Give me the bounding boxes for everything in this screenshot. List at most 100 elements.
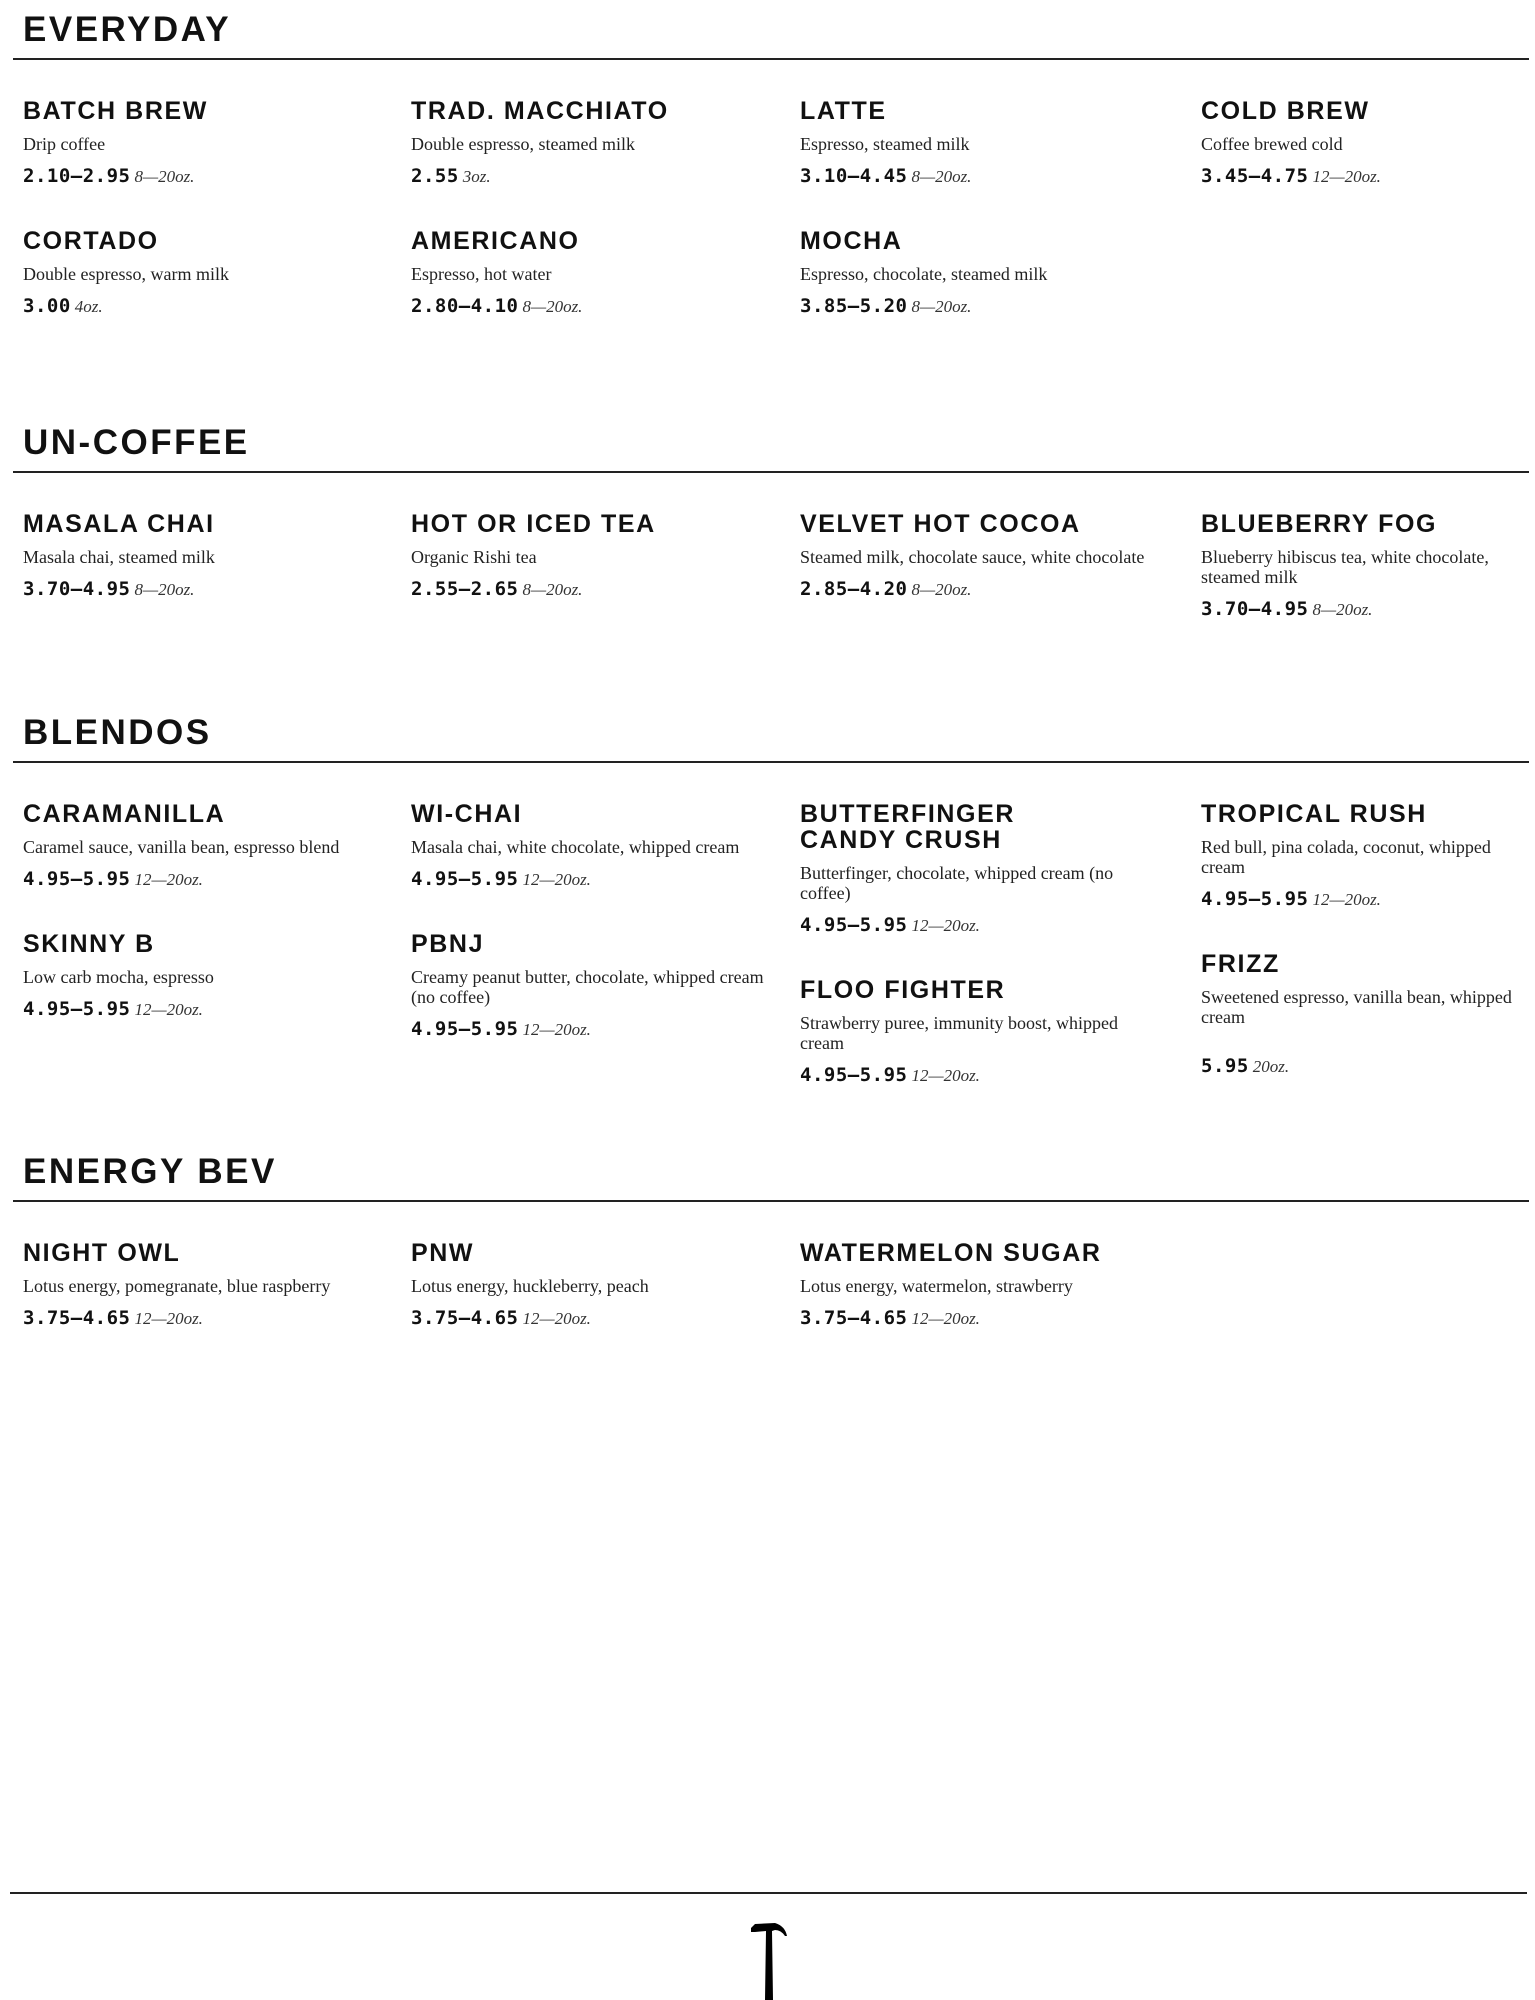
menu-item: AMERICANO Espresso, hot water 2.80–4.10 8—2… xyxy=(411,228,771,318)
menu-item: FLOO FIGHTER Strawberry puree, immunity b… xyxy=(800,977,1160,1087)
section-divider xyxy=(13,471,1529,473)
menu-column: TRAD. MACCHIATO Double espresso, steamed … xyxy=(411,98,771,358)
item-description: Espresso, hot water xyxy=(411,264,552,284)
item-price: 4.95–5.95 xyxy=(800,914,908,936)
section-title: EVERYDAY xyxy=(23,10,232,49)
item-name: PBNJ xyxy=(411,930,485,958)
menu-item: BLUEBERRY FOG Blueberry hibiscus tea, whi… xyxy=(1201,511,1521,621)
item-size: 12—20oz. xyxy=(522,1020,591,1039)
item-name: BATCH BREW xyxy=(23,97,208,125)
section-divider xyxy=(13,58,1529,60)
menu-column: COLD BREW Coffee brewed cold 3.45–4.75 12—2… xyxy=(1201,98,1521,228)
item-price: 3.75–4.65 xyxy=(411,1307,519,1329)
item-size: 8—20oz. xyxy=(911,297,972,316)
item-name: LATTE xyxy=(800,97,887,125)
item-price-row: 2.85–4.20 8—20oz. xyxy=(800,578,1160,601)
item-price-row: 4.95–5.95 12—20oz. xyxy=(800,914,1160,937)
item-name: VELVET HOT COCOA xyxy=(800,510,1081,538)
menu-item: WATERMELON SUGAR Lotus energy, watermelon… xyxy=(800,1240,1160,1330)
item-price: 4.95–5.95 xyxy=(411,1018,519,1040)
menu-item: NIGHT OWL Lotus energy, pomegranate, blue… xyxy=(23,1240,383,1330)
item-name: AMERICANO xyxy=(411,227,580,255)
menu-item: TROPICAL RUSH Red bull, pina colada, coco… xyxy=(1201,801,1521,911)
item-price-row: 5.95 20oz. xyxy=(1201,1055,1521,1078)
menu-column: MASALA CHAI Masala chai, steamed milk 3.70… xyxy=(23,511,383,641)
item-name: CARAMANILLA xyxy=(23,800,226,828)
menu-item: SKINNY B Low carb mocha, espresso 4.95–5.9… xyxy=(23,931,383,1021)
section-title: ENERGY BEV xyxy=(23,1152,277,1191)
item-size: 12—20oz. xyxy=(134,1309,203,1328)
item-price-row: 3.70–4.95 8—20oz. xyxy=(23,578,383,601)
item-price-row: 3.75–4.65 12—20oz. xyxy=(411,1307,771,1330)
item-price-row: 4.95–5.95 12—20oz. xyxy=(23,868,383,891)
item-size: 12—20oz. xyxy=(1312,167,1381,186)
item-price-row: 3.70–4.95 8—20oz. xyxy=(1201,598,1521,621)
item-price-row: 3.75–4.65 12—20oz. xyxy=(800,1307,1160,1330)
menu-item: MASALA CHAI Masala chai, steamed milk 3.70… xyxy=(23,511,383,601)
item-price-row: 3.85–5.20 8—20oz. xyxy=(800,295,1160,318)
item-name: TROPICAL RUSH xyxy=(1201,800,1427,828)
menu-item: CORTADO Double espresso, warm milk 3.00 4oz… xyxy=(23,228,383,318)
item-name: COLD BREW xyxy=(1201,97,1370,125)
menu-item: CARAMANILLA Caramel sauce, vanilla bean, … xyxy=(23,801,383,891)
item-size: 8—20oz. xyxy=(134,167,195,186)
item-price: 4.95–5.95 xyxy=(411,868,519,890)
item-size: 8—20oz. xyxy=(911,167,972,186)
item-price-row: 2.55 3oz. xyxy=(411,165,771,188)
item-description: Organic Rishi tea xyxy=(411,547,537,567)
item-price: 5.95 xyxy=(1201,1055,1249,1077)
item-price: 3.00 xyxy=(23,295,71,317)
item-name: MOCHA xyxy=(800,227,903,255)
section-title: UN-COFFEE xyxy=(23,423,250,462)
item-price: 2.55 xyxy=(411,165,459,187)
item-size: 8—20oz. xyxy=(522,580,583,599)
item-name: BUTTERFINGER CANDY CRUSH xyxy=(800,800,1016,854)
section-divider xyxy=(13,1200,1529,1202)
item-price: 3.75–4.65 xyxy=(23,1307,131,1329)
menu-item: FRIZZ Sweetened espresso, vanilla bean, w… xyxy=(1201,951,1521,1078)
item-size: 8—20oz. xyxy=(911,580,972,599)
item-size: 12—20oz. xyxy=(911,1309,980,1328)
menu-item: MOCHA Espresso, chocolate, steamed milk 3.… xyxy=(800,228,1160,318)
item-name: PNW xyxy=(411,1239,475,1267)
item-description: Masala chai, steamed milk xyxy=(23,547,215,567)
menu-column: CARAMANILLA Caramel sauce, vanilla bean, … xyxy=(23,801,383,1061)
item-price-row: 3.10–4.45 8—20oz. xyxy=(800,165,1160,188)
item-description: Steamed milk, chocolate sauce, white cho… xyxy=(800,547,1145,567)
item-size: 4oz. xyxy=(74,297,103,316)
item-price-row: 2.80–4.10 8—20oz. xyxy=(411,295,771,318)
item-price-row: 4.95–5.95 12—20oz. xyxy=(1201,888,1521,911)
menu-column: HOT OR ICED TEA Organic Rishi tea 2.55–2.6… xyxy=(411,511,771,641)
item-name: MASALA CHAI xyxy=(23,510,215,538)
item-size: 3oz. xyxy=(462,167,491,186)
item-price: 2.85–4.20 xyxy=(800,578,908,600)
item-description: Lotus energy, watermelon, strawberry xyxy=(800,1276,1073,1296)
item-price: 3.70–4.95 xyxy=(23,578,131,600)
menu-item: LATTE Espresso, steamed milk 3.10–4.45 8—20… xyxy=(800,98,1160,188)
item-price-row: 2.55–2.65 8—20oz. xyxy=(411,578,771,601)
item-description: Butterfinger, chocolate, whipped cream (… xyxy=(800,863,1114,903)
menu-item: COLD BREW Coffee brewed cold 3.45–4.75 12—2… xyxy=(1201,98,1521,188)
item-description: Blueberry hibiscus tea, white chocolate,… xyxy=(1201,547,1489,587)
menu-item: PBNJ Creamy peanut butter, chocolate, whi… xyxy=(411,931,771,1041)
item-price: 4.95–5.95 xyxy=(23,868,131,890)
item-price-row: 3.00 4oz. xyxy=(23,295,383,318)
menu-column: BUTTERFINGER CANDY CRUSH Butterfinger, ch… xyxy=(800,801,1160,1127)
item-size: 12—20oz. xyxy=(1312,890,1381,909)
menu-column: VELVET HOT COCOA Steamed milk, chocolate … xyxy=(800,511,1160,641)
item-price: 3.85–5.20 xyxy=(800,295,908,317)
menu-column: PNW Lotus energy, huckleberry, peach 3.75–… xyxy=(411,1240,771,1370)
menu-column: BLUEBERRY FOG Blueberry hibiscus tea, whi… xyxy=(1201,511,1521,661)
item-description: Red bull, pina colada, coconut, whipped … xyxy=(1201,837,1491,877)
item-name: WATERMELON SUGAR xyxy=(800,1239,1102,1267)
item-price: 3.45–4.75 xyxy=(1201,165,1309,187)
item-description: Double espresso, warm milk xyxy=(23,264,229,284)
item-size: 20oz. xyxy=(1252,1057,1290,1076)
menu-item: TRAD. MACCHIATO Double espresso, steamed … xyxy=(411,98,771,188)
item-price-row: 4.95–5.95 12—20oz. xyxy=(23,998,383,1021)
menu-item: PNW Lotus energy, huckleberry, peach 3.75–… xyxy=(411,1240,771,1330)
item-price-row: 3.45–4.75 12—20oz. xyxy=(1201,165,1521,188)
item-price-row: 3.75–4.65 12—20oz. xyxy=(23,1307,383,1330)
item-price: 4.95–5.95 xyxy=(23,998,131,1020)
item-description: Caramel sauce, vanilla bean, espresso bl… xyxy=(23,837,340,857)
